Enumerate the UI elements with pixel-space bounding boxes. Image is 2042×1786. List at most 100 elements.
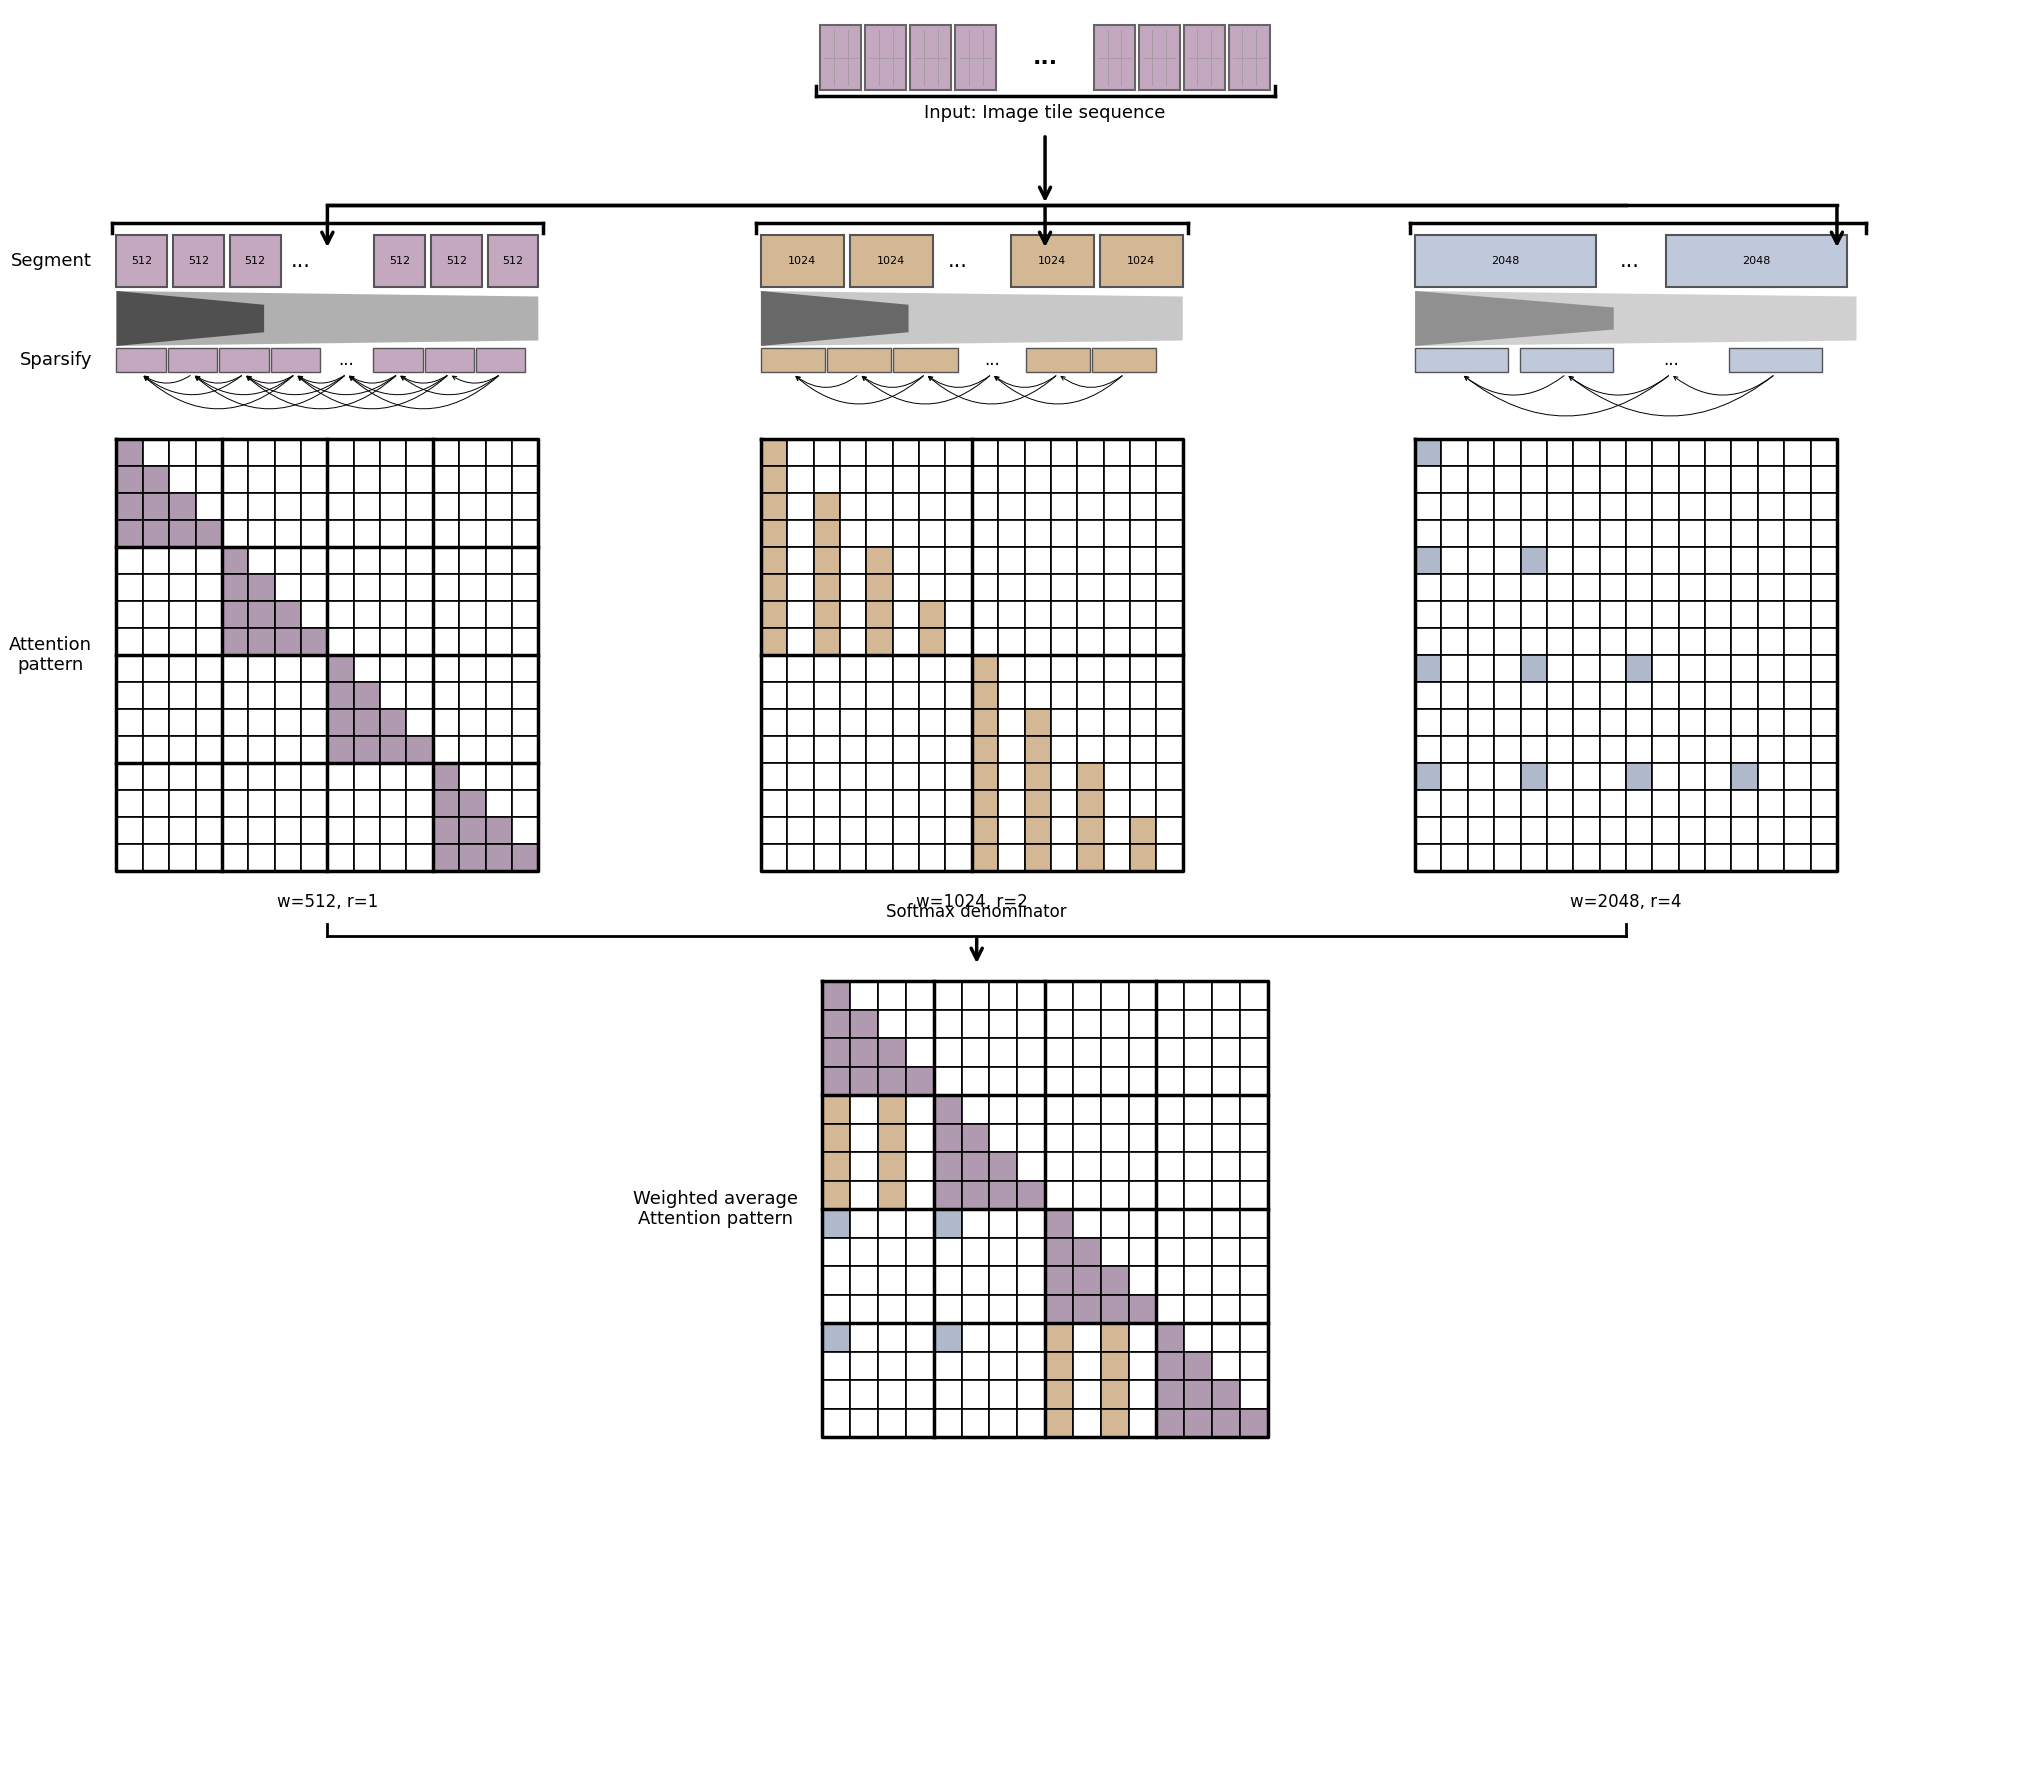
Bar: [945, 520, 972, 547]
Bar: [849, 1066, 878, 1095]
Bar: [327, 602, 353, 629]
Bar: [486, 466, 513, 493]
Bar: [249, 466, 276, 493]
Bar: [1548, 629, 1572, 655]
Bar: [1239, 1409, 1268, 1438]
Bar: [486, 602, 513, 629]
Bar: [1495, 439, 1521, 466]
Bar: [433, 520, 459, 547]
Bar: [1156, 520, 1182, 547]
Bar: [1101, 236, 1182, 288]
Bar: [513, 547, 539, 573]
Bar: [1156, 709, 1182, 736]
Bar: [962, 1038, 990, 1066]
Bar: [866, 789, 892, 816]
Bar: [933, 1266, 962, 1295]
Bar: [1101, 1238, 1129, 1266]
Bar: [196, 763, 223, 789]
Bar: [933, 1323, 962, 1352]
Bar: [1101, 1352, 1129, 1381]
Bar: [1078, 763, 1103, 789]
Bar: [1599, 547, 1625, 573]
Bar: [143, 709, 169, 736]
Polygon shape: [1415, 291, 1613, 346]
Bar: [1101, 1295, 1129, 1323]
Bar: [1548, 655, 1572, 682]
Bar: [813, 655, 839, 682]
Bar: [1599, 602, 1625, 629]
Bar: [249, 816, 276, 845]
Bar: [849, 1095, 878, 1123]
Bar: [276, 845, 300, 872]
Bar: [1129, 439, 1156, 466]
Bar: [143, 573, 169, 602]
Bar: [276, 493, 300, 520]
Bar: [1078, 493, 1103, 520]
Bar: [1521, 547, 1548, 573]
Bar: [1129, 709, 1156, 736]
Bar: [878, 1323, 907, 1352]
Bar: [1625, 682, 1652, 709]
Bar: [1679, 466, 1705, 493]
Bar: [945, 629, 972, 655]
Bar: [1442, 816, 1468, 845]
Bar: [1184, 1352, 1213, 1381]
Bar: [813, 789, 839, 816]
Bar: [1129, 1095, 1156, 1123]
Bar: [788, 466, 813, 493]
Bar: [1705, 547, 1732, 573]
Bar: [945, 816, 972, 845]
Bar: [1017, 981, 1046, 1009]
Bar: [1156, 602, 1182, 629]
Bar: [1705, 466, 1732, 493]
Bar: [353, 602, 380, 629]
Bar: [1129, 1323, 1156, 1352]
Bar: [1078, 520, 1103, 547]
Bar: [1442, 466, 1468, 493]
Bar: [1011, 236, 1095, 288]
Bar: [223, 709, 249, 736]
Bar: [878, 1238, 907, 1266]
Bar: [1046, 1209, 1072, 1238]
Bar: [1625, 493, 1652, 520]
Bar: [513, 573, 539, 602]
Bar: [907, 1152, 933, 1181]
Bar: [1072, 1323, 1101, 1352]
Bar: [1072, 1152, 1101, 1181]
Bar: [823, 1352, 849, 1381]
Bar: [1495, 520, 1521, 547]
Bar: [406, 573, 433, 602]
Bar: [1468, 547, 1495, 573]
Bar: [249, 573, 276, 602]
Bar: [169, 547, 196, 573]
Bar: [1129, 1381, 1156, 1409]
Bar: [116, 439, 143, 466]
Bar: [866, 709, 892, 736]
Bar: [1758, 682, 1785, 709]
Bar: [486, 763, 513, 789]
Bar: [1468, 816, 1495, 845]
Bar: [962, 1009, 990, 1038]
Text: ...: ...: [984, 352, 1001, 370]
Bar: [1184, 1266, 1213, 1295]
Bar: [406, 520, 433, 547]
Bar: [1078, 466, 1103, 493]
Bar: [1072, 1038, 1101, 1066]
Bar: [459, 493, 486, 520]
Bar: [762, 236, 843, 288]
Bar: [488, 236, 539, 288]
Bar: [223, 573, 249, 602]
Bar: [866, 682, 892, 709]
Bar: [1052, 547, 1078, 573]
Bar: [196, 845, 223, 872]
Bar: [919, 547, 945, 573]
Bar: [866, 520, 892, 547]
Bar: [196, 439, 223, 466]
Bar: [1468, 520, 1495, 547]
Bar: [486, 655, 513, 682]
Bar: [1156, 1323, 1184, 1352]
Bar: [1239, 981, 1268, 1009]
Bar: [919, 439, 945, 466]
Bar: [1103, 845, 1129, 872]
Bar: [513, 763, 539, 789]
